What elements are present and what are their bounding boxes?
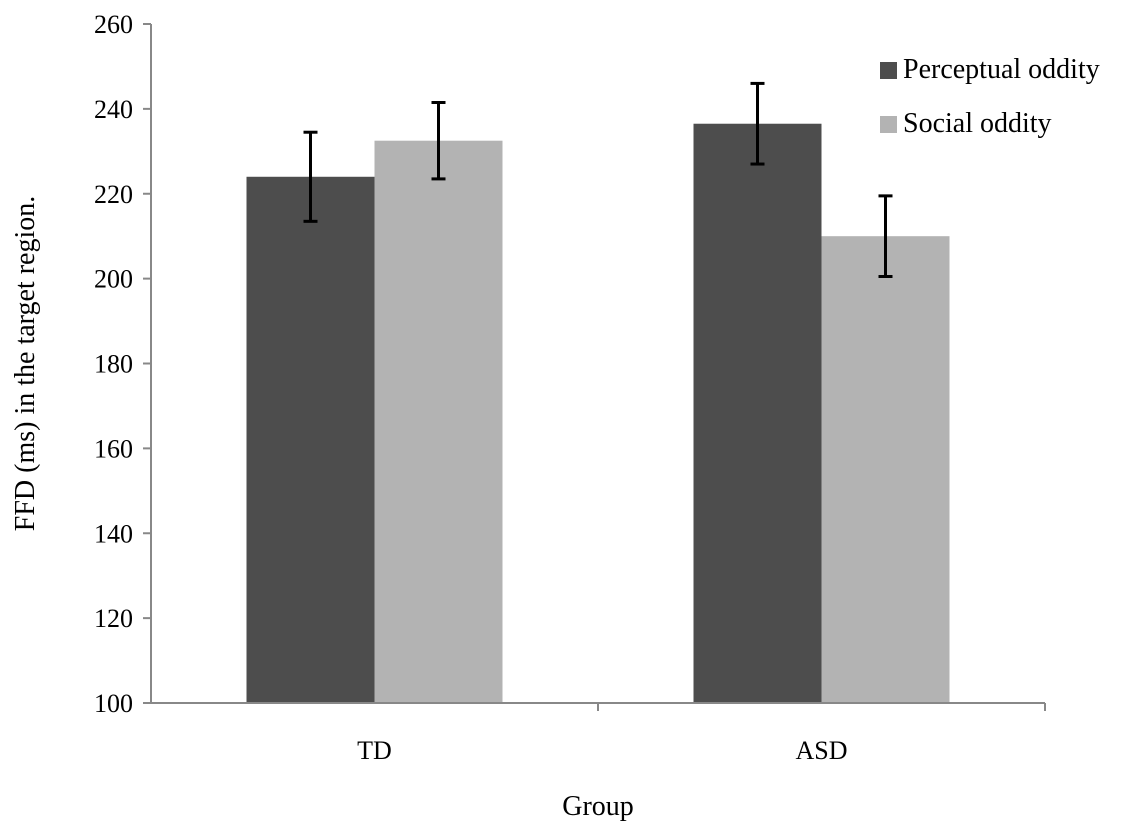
legend-label: Perceptual oddity — [903, 54, 1100, 85]
bar — [246, 176, 375, 703]
y-ticks-group: 100 120 140 160 180 200 220 240 260 — [94, 10, 151, 718]
y-tick-label: 260 — [94, 10, 133, 39]
legend-label: Social oddity — [903, 108, 1052, 139]
y-tick-label: 100 — [94, 689, 133, 718]
y-tick-label: 220 — [94, 180, 133, 209]
y-tick-label: 240 — [94, 95, 133, 124]
y-tick-label: 120 — [94, 604, 133, 633]
legend-swatch — [880, 62, 897, 79]
y-tick-label: 180 — [94, 350, 133, 379]
x-tick-label: ASD — [795, 736, 847, 765]
bar — [821, 236, 950, 703]
error-bars-group — [303, 81, 893, 279]
y-tick-label: 200 — [94, 265, 133, 294]
bar — [693, 123, 822, 703]
x-axis-title: Group — [562, 791, 634, 822]
x-ticks-group: TD ASD — [357, 703, 1046, 765]
x-tick-label: TD — [357, 736, 392, 765]
y-axis-title: FFD (ms) in the target region. — [10, 196, 41, 531]
bar — [374, 140, 503, 703]
y-tick-label: 160 — [94, 434, 133, 463]
legend: Perceptual oddity Social oddity — [880, 54, 1100, 139]
y-tick-label: 140 — [94, 519, 133, 548]
legend-swatch — [880, 116, 897, 133]
bars-group — [246, 123, 950, 703]
